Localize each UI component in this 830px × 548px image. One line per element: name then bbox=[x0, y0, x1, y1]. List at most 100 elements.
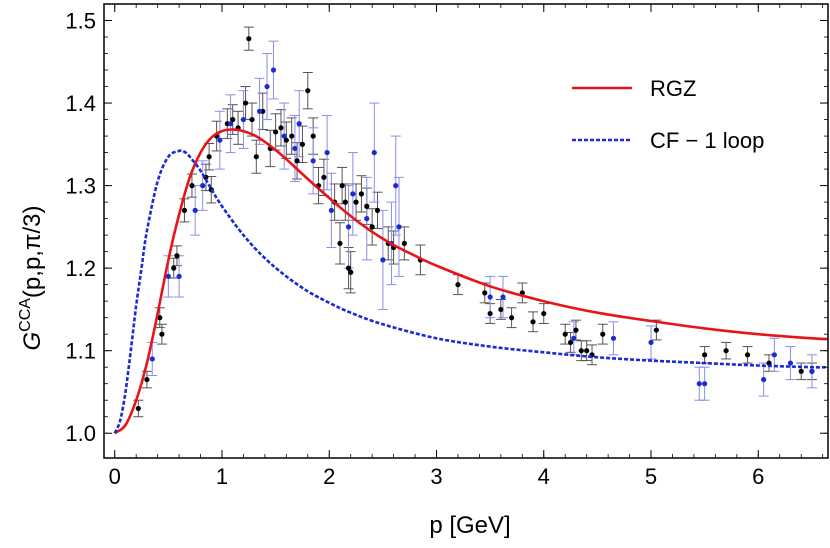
lattice-point-black bbox=[242, 100, 249, 106]
lattice-point-black bbox=[230, 116, 236, 123]
lattice-point-blue bbox=[256, 108, 263, 114]
lattice-point-black bbox=[364, 203, 370, 209]
lattice-point-black bbox=[530, 319, 536, 325]
legend: RGZ CF − 1 loop bbox=[572, 76, 764, 153]
lattice-point-black bbox=[144, 376, 150, 383]
lattice-point-black bbox=[342, 199, 348, 205]
svg-text:GCCA(p,p,π/3): GCCA(p,p,π/3) bbox=[17, 205, 46, 350]
lattice-point-black bbox=[189, 183, 195, 189]
lattice-point-blue bbox=[310, 158, 316, 164]
lattice-point-black bbox=[348, 269, 354, 275]
lattice-point-blue bbox=[371, 149, 377, 156]
lattice-point-blue bbox=[292, 145, 298, 152]
y-tick-label: 1.4 bbox=[65, 91, 96, 116]
lattice-point-blue bbox=[610, 335, 617, 341]
lattice-point-black bbox=[283, 137, 289, 143]
y-axis-label: GCCA(p,p,π/3) bbox=[17, 205, 46, 350]
lattice-point-black bbox=[310, 133, 316, 139]
lattice-point-blue bbox=[761, 376, 767, 383]
lattice-point-blue bbox=[296, 121, 302, 127]
error-bars bbox=[133, 26, 817, 418]
lattice-point-black bbox=[206, 154, 212, 160]
lattice-point-black bbox=[374, 207, 381, 213]
x-axis-label: p [GeV] bbox=[429, 512, 510, 539]
lattice-point-black bbox=[249, 116, 255, 123]
lattice-point-blue bbox=[571, 335, 577, 341]
lattice-point-black bbox=[482, 290, 488, 296]
curves bbox=[113, 128, 829, 435]
lattice-point-black bbox=[358, 191, 365, 197]
series-line-cf bbox=[113, 149, 829, 434]
lattice-point-black bbox=[273, 129, 279, 135]
lattice-point-blue bbox=[364, 216, 370, 222]
lattice-point-blue bbox=[200, 183, 206, 189]
lattice-point-black bbox=[562, 331, 568, 337]
lattice-point-blue bbox=[702, 381, 708, 387]
lattice-point-blue bbox=[270, 67, 277, 73]
lattice-point-black bbox=[766, 360, 772, 366]
lattice-point-blue bbox=[787, 360, 794, 366]
lattice-point-blue bbox=[217, 137, 223, 143]
legend-label-rgz: RGZ bbox=[650, 76, 696, 101]
lattice-point-blue bbox=[324, 149, 330, 156]
y-axis-label-args: (p,p,π/3) bbox=[19, 205, 46, 298]
lattice-point-black bbox=[744, 352, 751, 358]
lattice-point-blue bbox=[345, 224, 352, 230]
lattice-point-black bbox=[584, 348, 590, 354]
lattice-point-blue bbox=[227, 121, 234, 127]
lattice-point-black bbox=[573, 327, 579, 333]
lattice-point-blue bbox=[176, 273, 182, 279]
x-tick-label: 0 bbox=[109, 464, 121, 489]
lattice-point-blue bbox=[328, 207, 334, 213]
y-tick-label: 1.2 bbox=[65, 256, 96, 281]
lattice-point-black bbox=[337, 240, 343, 246]
lattice-point-blue bbox=[696, 381, 702, 387]
y-tick-label: 1.1 bbox=[65, 339, 96, 364]
lattice-point-black bbox=[321, 174, 327, 180]
x-tick-label: 5 bbox=[645, 464, 657, 489]
lattice-point-black bbox=[401, 240, 407, 246]
y-axis-label-base: G bbox=[19, 332, 46, 351]
lattice-point-blue bbox=[149, 356, 155, 362]
lattice-point-black bbox=[578, 348, 584, 354]
lattice-point-black bbox=[702, 352, 708, 358]
x-tick-label: 1 bbox=[216, 464, 228, 489]
lattice-point-black bbox=[299, 141, 306, 147]
lattice-point-blue bbox=[396, 224, 402, 230]
lattice-point-blue bbox=[350, 191, 356, 197]
lattice-point-black bbox=[135, 405, 141, 412]
lattice-point-black bbox=[487, 310, 493, 317]
lattice-point-black bbox=[369, 224, 375, 230]
lattice-point-blue bbox=[380, 257, 386, 263]
lattice-point-black bbox=[567, 339, 574, 346]
lattice-point-black bbox=[600, 331, 606, 337]
lattice-point-black bbox=[246, 36, 252, 42]
lattice-point-black bbox=[455, 282, 461, 288]
x-tick-label: 4 bbox=[538, 464, 550, 489]
lattice-point-blue bbox=[648, 339, 654, 346]
lattice-point-blue bbox=[500, 294, 506, 300]
lattice-point-black bbox=[289, 133, 295, 139]
x-tick-label: 2 bbox=[323, 464, 335, 489]
lattice-point-black bbox=[181, 207, 188, 213]
lattice-point-black bbox=[174, 253, 180, 259]
lattice-point-blue bbox=[240, 116, 247, 123]
lattice-point-black bbox=[345, 265, 352, 271]
lattice-point-blue bbox=[487, 294, 493, 300]
lattice-point-black bbox=[508, 315, 515, 321]
lattice-point-black bbox=[278, 125, 284, 131]
y-tick-label: 1.0 bbox=[65, 421, 96, 446]
lattice-point-blue bbox=[165, 273, 171, 279]
lattice-point-black bbox=[294, 158, 300, 164]
lattice-point-blue bbox=[281, 133, 287, 139]
lattice-point-black bbox=[157, 315, 163, 321]
lattice-point-black bbox=[798, 368, 804, 374]
x-tick-label: 6 bbox=[752, 464, 764, 489]
lattice-point-black bbox=[498, 306, 504, 313]
lattice-point-black bbox=[253, 154, 259, 160]
plot-frame bbox=[103, 3, 829, 459]
lattice-point-blue bbox=[192, 207, 198, 213]
lattice-point-black bbox=[353, 199, 359, 205]
y-tick-label: 1.5 bbox=[65, 9, 96, 34]
lattice-point-black bbox=[723, 348, 729, 354]
